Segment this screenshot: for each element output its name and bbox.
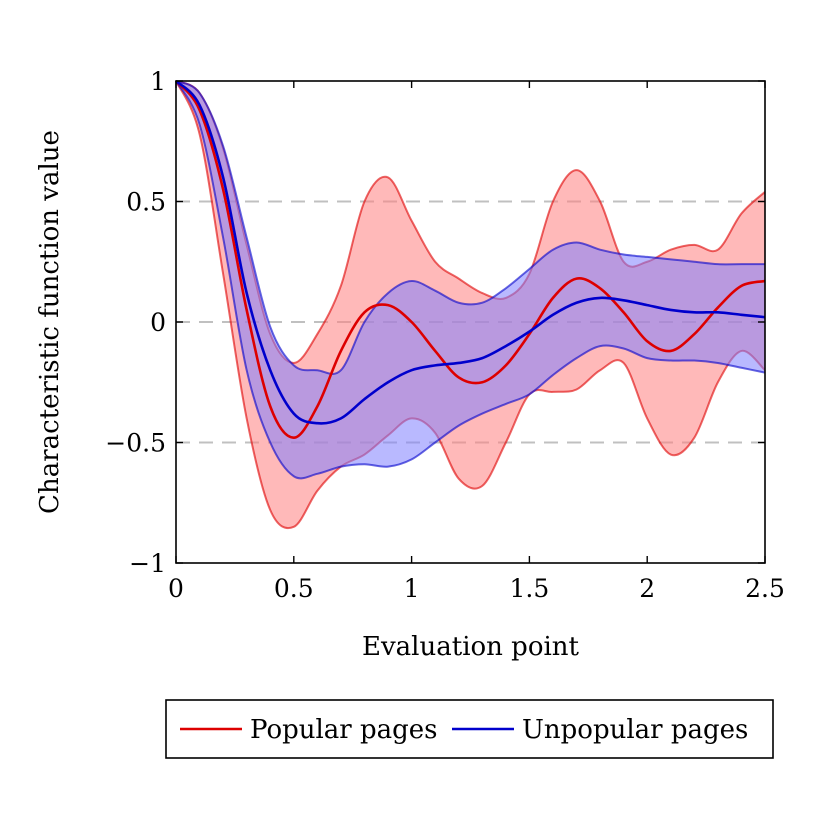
tick-labels: 0 0.5 1 1.5 2 2.5 −1 −0.5 0 0.5 1 <box>105 67 785 603</box>
x-axis-label: Evaluation point <box>362 632 580 662</box>
x-tick-label: 1 <box>404 574 420 603</box>
legend-label-unpopular-pages: Unpopular pages <box>522 715 748 745</box>
y-tick-label: 0.5 <box>126 188 166 217</box>
mean-lines <box>174 80 766 439</box>
axis-ticks <box>175 80 766 564</box>
band-lower-popular-pages <box>175 80 766 530</box>
band-upper-unpopular-pages <box>175 80 765 375</box>
line-unpopular-pages <box>175 80 766 425</box>
band-unpopular-pages <box>176 81 765 479</box>
x-tick-label: 2 <box>639 574 655 603</box>
y-axis-label: Characteristic function value <box>35 130 65 514</box>
x-tick-label: 1.5 <box>510 574 550 603</box>
confidence-bands <box>175 80 766 530</box>
band-lower-unpopular-pages <box>175 80 766 480</box>
y-tick-label: 1 <box>150 67 166 96</box>
x-tick-label: 0 <box>168 574 184 603</box>
y-tick-label: −0.5 <box>105 429 166 458</box>
line-popular-pages <box>174 80 766 439</box>
legend: Popular pages Unpopular pages <box>165 699 774 759</box>
legend-label-popular-pages: Popular pages <box>250 715 438 745</box>
y-tick-label: −1 <box>129 549 166 578</box>
x-tick-label: 2.5 <box>745 574 785 603</box>
x-tick-label: 0.5 <box>274 574 314 603</box>
y-tick-label: 0 <box>150 308 166 337</box>
